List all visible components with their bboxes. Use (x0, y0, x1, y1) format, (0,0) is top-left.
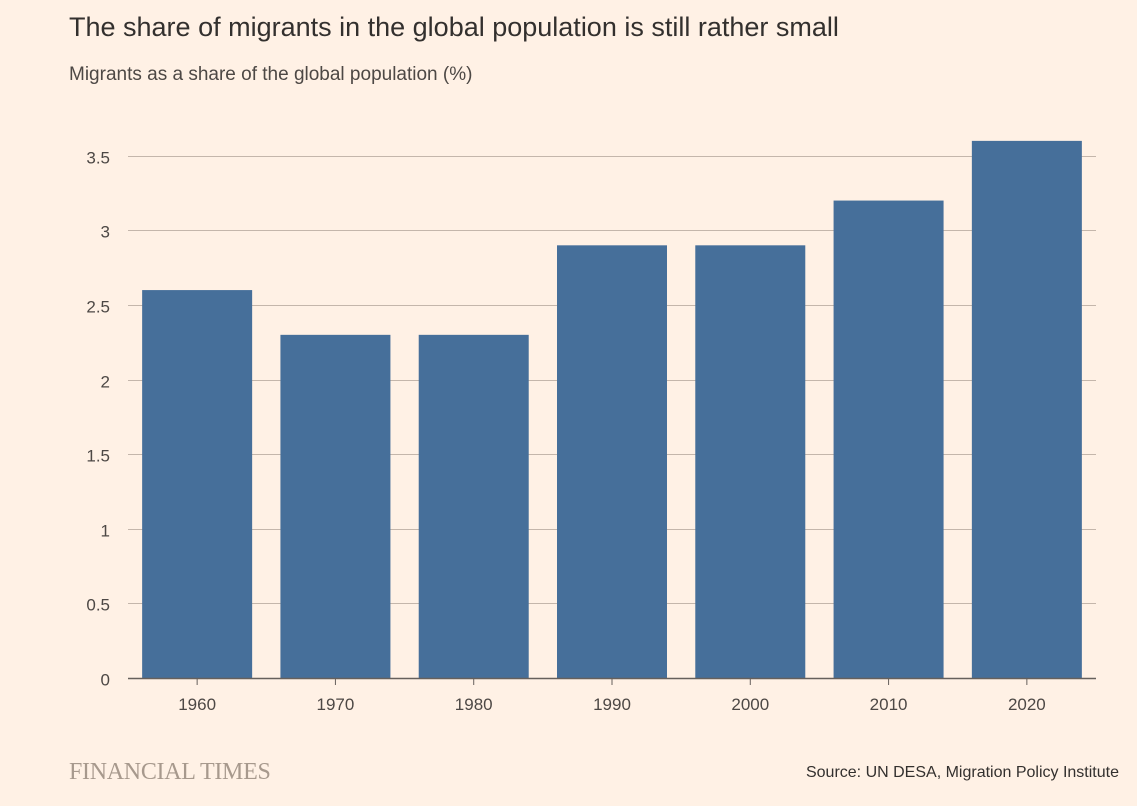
bar-1960 (142, 290, 253, 678)
y-tick-label: 1.5 (86, 447, 110, 466)
x-tick-label: 1980 (455, 695, 493, 714)
x-tick-label: 2000 (731, 695, 769, 714)
y-tick-label: 1 (101, 522, 110, 541)
ft-logo: FINANCIAL TIMES (69, 759, 271, 785)
source-note: Source: UN DESA, Migration Policy Instit… (805, 764, 1119, 781)
x-tick-label: 2020 (1008, 695, 1046, 714)
y-tick-label: 0.5 (86, 596, 110, 615)
bar-2000 (695, 245, 806, 678)
y-tick-label: 2.5 (86, 298, 110, 317)
bars (142, 140, 1082, 678)
bar-1970 (280, 334, 391, 678)
bar-2010 (833, 200, 944, 678)
bar-1990 (557, 245, 667, 678)
x-tick-label: 1970 (317, 695, 355, 714)
y-tick-label: 0 (101, 671, 110, 690)
chart-subtitle: Migrants as a share of the global popula… (69, 64, 473, 85)
chart-title: The share of migrants in the global popu… (69, 12, 839, 42)
x-tick-label: 1990 (593, 695, 631, 714)
y-tick-label: 2 (101, 373, 110, 392)
x-tick-label: 2010 (870, 695, 908, 714)
y-tick-label: 3 (101, 223, 110, 242)
y-axis: 0 0.5 1 1.5 2 2.5 3 3.5 (86, 149, 110, 690)
x-axis: 1960 1970 1980 1990 2000 2010 2020 (128, 677, 1096, 714)
x-tick-label: 1960 (178, 695, 216, 714)
y-tick-label: 3.5 (86, 149, 110, 168)
bar-2020 (971, 140, 1082, 678)
bar-1980 (418, 334, 529, 678)
